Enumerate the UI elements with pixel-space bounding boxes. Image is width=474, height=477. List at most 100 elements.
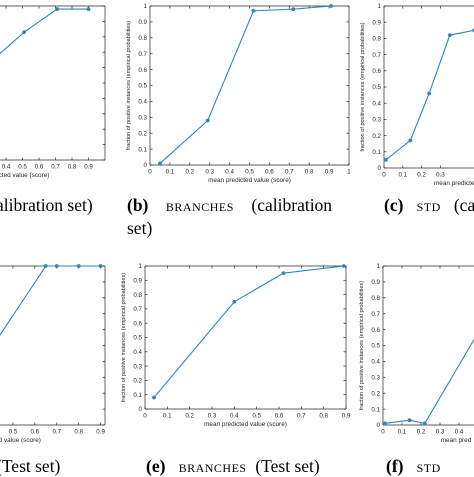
series-line-a: [0, 8, 89, 55]
x-tick-label-b: 0.6: [265, 169, 274, 176]
x-tick-label-c: 0.3: [436, 172, 445, 179]
y-tick-label-f: 0.6: [371, 327, 380, 334]
x-tick-label-a: 0.6: [35, 164, 44, 171]
y-tick-label-e: 0.1: [133, 392, 142, 399]
series-line-d: [0, 265, 101, 336]
x-axis-label-c: mean predicted: [434, 180, 474, 187]
caption-f-label: (f): [386, 456, 404, 476]
y-tick-label-b: 1: [144, 3, 148, 10]
y-tick-label-b: 0.5: [138, 83, 147, 90]
x-tick-label-e: 0.1: [163, 413, 172, 420]
caption-f: (f) std: [386, 455, 441, 477]
data-point-d: [54, 264, 59, 268]
y-tick-label-c: 0.8: [372, 36, 381, 43]
y-tick-label-f: 1: [377, 263, 381, 270]
data-point-b: [158, 161, 162, 166]
x-tick-label-d: 0.7: [52, 429, 61, 436]
caption-e-name: branches: [178, 456, 247, 476]
x-tick-label-b: 1: [347, 169, 351, 176]
y-tick-label-b: 0: [144, 162, 148, 169]
y-tick-label-c: 0.4: [372, 100, 381, 107]
y-tick-label-c: 0.7: [372, 52, 381, 59]
x-tick-label-b: 0.7: [285, 169, 294, 176]
x-tick-label-e: 0: [143, 413, 147, 420]
chart-f: 0 0.1 0.2 0.3 0.4 0 0.1 0.2 0.3 0.4 0.5 0.6 0.7 0.8 0.…: [359, 263, 474, 444]
y-tick-label-c: 0.1: [372, 149, 381, 156]
caption-b-label: (b): [127, 195, 149, 215]
caption-a-text: alibration set): [0, 195, 93, 215]
x-tick-label-a: 0.7: [51, 164, 60, 171]
y-tick-label-e: 0.3: [133, 363, 142, 370]
series-line-e: [153, 265, 344, 398]
data-point-f: [407, 418, 412, 423]
y-tick-label-b: 0.3: [138, 115, 147, 122]
data-point-f: [422, 421, 427, 426]
x-axis-label-b: mean predicted value (score): [208, 177, 291, 184]
y-tick-label-b: 0.9: [138, 19, 147, 26]
data-point-e: [341, 264, 346, 268]
x-axis-label-d: ed value (score): [0, 437, 41, 444]
y-tick-label-e: 0.7: [133, 306, 142, 313]
y-tick-label-f: 0.7: [371, 311, 380, 318]
data-point-e: [281, 271, 286, 276]
data-point-f: [383, 421, 387, 426]
y-tick-label-c: 0.9: [372, 19, 381, 26]
y-axis-label-e: fraction of positive instances (empirica…: [121, 273, 127, 402]
x-tick-label-f: 0.3: [436, 429, 445, 436]
data-point-d: [43, 264, 48, 268]
caption-b-rest: (calibration: [251, 195, 333, 215]
y-axis-label-c: fraction of positive instances (empirica…: [360, 22, 366, 151]
caption-d-text: (Test set): [0, 456, 61, 476]
x-tick-label-a: 0.9: [84, 164, 93, 171]
x-tick-label-b: 0.2: [185, 169, 194, 176]
x-tick-label-e: 0.9: [342, 413, 351, 420]
data-point-a: [55, 7, 60, 11]
data-point-c: [447, 33, 452, 38]
caption-b-line2: set): [127, 217, 152, 239]
data-point-d: [98, 264, 103, 268]
chart-c: 0 0.1 0.2 0.3 0 0.1 0.2 0.3 0.4 0.5 0.6 0.7 0.8 0.9 1 m…: [360, 3, 474, 187]
data-point-e: [232, 299, 237, 304]
y-tick-label-e: 0.8: [133, 292, 142, 299]
caption-c-name: std: [416, 195, 441, 215]
data-point-c: [427, 91, 432, 96]
data-point-e: [152, 395, 156, 400]
caption-f-name: std: [416, 456, 441, 476]
x-tick-label-b: 0.9: [325, 169, 334, 176]
caption-b-line2-text: set): [127, 218, 153, 238]
y-tick-label-e: 0.5: [133, 335, 142, 342]
y-tick-label-f: 0.9: [371, 279, 380, 286]
caption-c: (c) std (cal: [384, 194, 474, 216]
x-tick-label-e: 0.7: [297, 413, 306, 420]
x-tick-label-e: 0.4: [230, 413, 239, 420]
y-tick-label-e: 0: [139, 406, 143, 413]
y-tick-label-f: 0: [377, 422, 381, 429]
caption-e-label: (e): [146, 456, 166, 476]
data-point-d: [76, 264, 81, 268]
x-tick-label-e: 0.2: [185, 413, 194, 420]
caption-d: (Test set): [0, 455, 60, 477]
data-point-b: [251, 8, 256, 13]
chart-e: 0 0.1 0.2 0.3 0.4 0.5 0.6 0.7 0.8 0.9 0 0.1 0.2 0.3 0.…: [121, 263, 351, 428]
data-point-b: [205, 118, 210, 123]
x-tick-label-b: 0: [148, 169, 152, 176]
x-tick-label-c: 0: [382, 172, 386, 179]
x-tick-label-d: 0.6: [31, 429, 40, 436]
y-axis-label-f: fraction of positive instances (empirica…: [359, 281, 365, 410]
x-tick-label-e: 0.8: [319, 413, 328, 420]
x-tick-label-b: 0.8: [305, 169, 314, 176]
y-tick-label-f: 0.8: [371, 295, 380, 302]
y-tick-label-c: 0.2: [372, 133, 381, 140]
x-axis-label-f: mean pred: [441, 437, 472, 444]
x-tick-label-b: 0.4: [225, 169, 234, 176]
x-tick-label-b: 0.5: [245, 169, 254, 176]
y-tick-label-c: 0: [378, 165, 382, 172]
caption-b: (b) branches (calibration: [127, 194, 332, 216]
y-tick-label-e: 0.6: [133, 320, 142, 327]
y-tick-label-e: 0.4: [133, 349, 142, 356]
x-tick-label-a: 0.8: [68, 164, 77, 171]
chart-d: 0.5 0.6 0.7 0.8 0.9 ed value (score): [0, 264, 105, 444]
y-tick-label-c: 0.5: [372, 84, 381, 91]
x-tick-label-d: 0.5: [9, 429, 18, 436]
